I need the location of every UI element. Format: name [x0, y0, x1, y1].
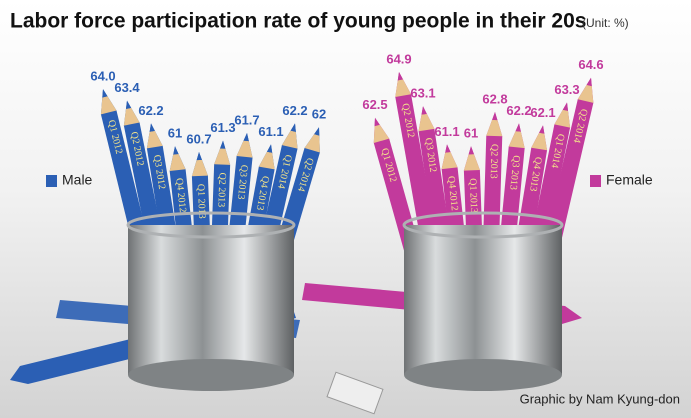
pencil-wood — [191, 159, 208, 177]
legend-swatch — [46, 175, 57, 187]
pencil-lead — [421, 106, 427, 115]
pencil-wood — [508, 131, 525, 149]
can-rim — [126, 211, 296, 239]
can-rim — [402, 211, 564, 239]
credit: Graphic by Nam Kyung-don — [520, 391, 680, 406]
chart-title: Labor force participation rate of young … — [10, 10, 586, 33]
can — [126, 211, 296, 391]
pencil-wood — [100, 96, 117, 115]
value-label: 63.3 — [554, 82, 579, 97]
value-label: 62.2 — [506, 103, 531, 118]
pencil-lead — [102, 89, 108, 98]
pencil-lead — [468, 146, 474, 155]
pencil-lead — [492, 112, 498, 121]
pencil-lead — [290, 123, 296, 132]
chart-subtitle: (Unit: %) — [582, 16, 629, 30]
pencil-wood — [418, 113, 435, 132]
pencil-lead — [243, 132, 249, 142]
pencil-label: Q3 2013 — [507, 155, 521, 191]
value-label: 63.1 — [410, 86, 435, 101]
can-bottom — [128, 359, 294, 391]
pencil-lead — [515, 123, 521, 132]
legend-label: Male — [62, 172, 93, 188]
pencil-lead — [397, 72, 403, 81]
legend: Male Female — [46, 172, 653, 188]
pencil-wood — [169, 153, 186, 172]
pencil-wood — [373, 124, 390, 143]
pencil-label: Q3 2012 — [151, 154, 167, 190]
pencil-wood — [441, 152, 458, 170]
pencil-wood — [146, 130, 163, 149]
pencil-lead — [149, 123, 155, 132]
value-label: 62.2 — [138, 103, 163, 118]
pencil-wood — [236, 140, 253, 158]
pencil-label: Q4 2012 — [173, 177, 188, 213]
value-label: 62.5 — [362, 97, 387, 112]
pencil-lead — [374, 117, 380, 127]
pencil-wood — [531, 132, 548, 151]
pencil-lead — [562, 102, 569, 111]
pencil-label: Q2 2013 — [488, 144, 500, 179]
value-label: 62.8 — [482, 91, 507, 106]
pencil-lead — [586, 77, 592, 87]
pencil-lead — [266, 144, 273, 153]
pencil-lead — [173, 146, 179, 155]
pencil-lead — [220, 140, 226, 149]
value-label: 63.4 — [114, 80, 140, 95]
pencil-wood — [258, 151, 275, 170]
value-label: 62.2 — [282, 103, 307, 118]
pencil-wood — [577, 84, 594, 103]
pencil-label: Q3 2012 — [422, 137, 438, 173]
pencil-wood — [395, 79, 412, 98]
can-body — [128, 225, 294, 375]
value-label: 61 — [464, 126, 478, 141]
pencil-label: Q4 2012 — [445, 176, 460, 212]
pencil-label: Q1 2013 — [195, 184, 207, 219]
value-label: 61.3 — [210, 120, 235, 135]
pencil-wood — [486, 119, 503, 137]
value-label: 64.6 — [578, 57, 603, 72]
pencil-lead — [314, 127, 320, 136]
pencil-wood — [304, 134, 320, 153]
pencil-wood — [214, 148, 231, 165]
pencil-label: Q1 2013 — [467, 178, 479, 213]
can-bottom — [404, 359, 562, 391]
pencil-label: Q3 2013 — [235, 164, 249, 200]
value-label: 61 — [168, 126, 182, 141]
pencil-lead — [125, 100, 132, 109]
pencil-wood — [281, 130, 298, 149]
pencil-wood — [554, 109, 571, 128]
pencil-lead — [445, 144, 451, 153]
value-label: 61.1 — [434, 124, 459, 139]
pencil-label: Q2 2013 — [215, 172, 227, 207]
value-label: 62 — [312, 107, 326, 122]
pencil-wood — [123, 107, 140, 126]
pencil-label: Q4 2013 — [527, 156, 543, 192]
value-label: 61.7 — [234, 112, 259, 127]
can — [402, 211, 564, 391]
legend-swatch — [590, 175, 601, 187]
pencil-lead — [196, 152, 202, 161]
sharpener — [326, 371, 384, 415]
pencil-lead — [539, 125, 545, 134]
legend-label: Female — [606, 172, 653, 188]
value-label: 64.0 — [90, 69, 115, 84]
value-label: 62.1 — [530, 105, 555, 120]
pencil-wood — [463, 154, 480, 171]
can-body — [404, 225, 562, 375]
value-label: 61.1 — [258, 124, 283, 139]
value-label: 60.7 — [186, 131, 211, 146]
value-label: 64.9 — [386, 51, 411, 66]
